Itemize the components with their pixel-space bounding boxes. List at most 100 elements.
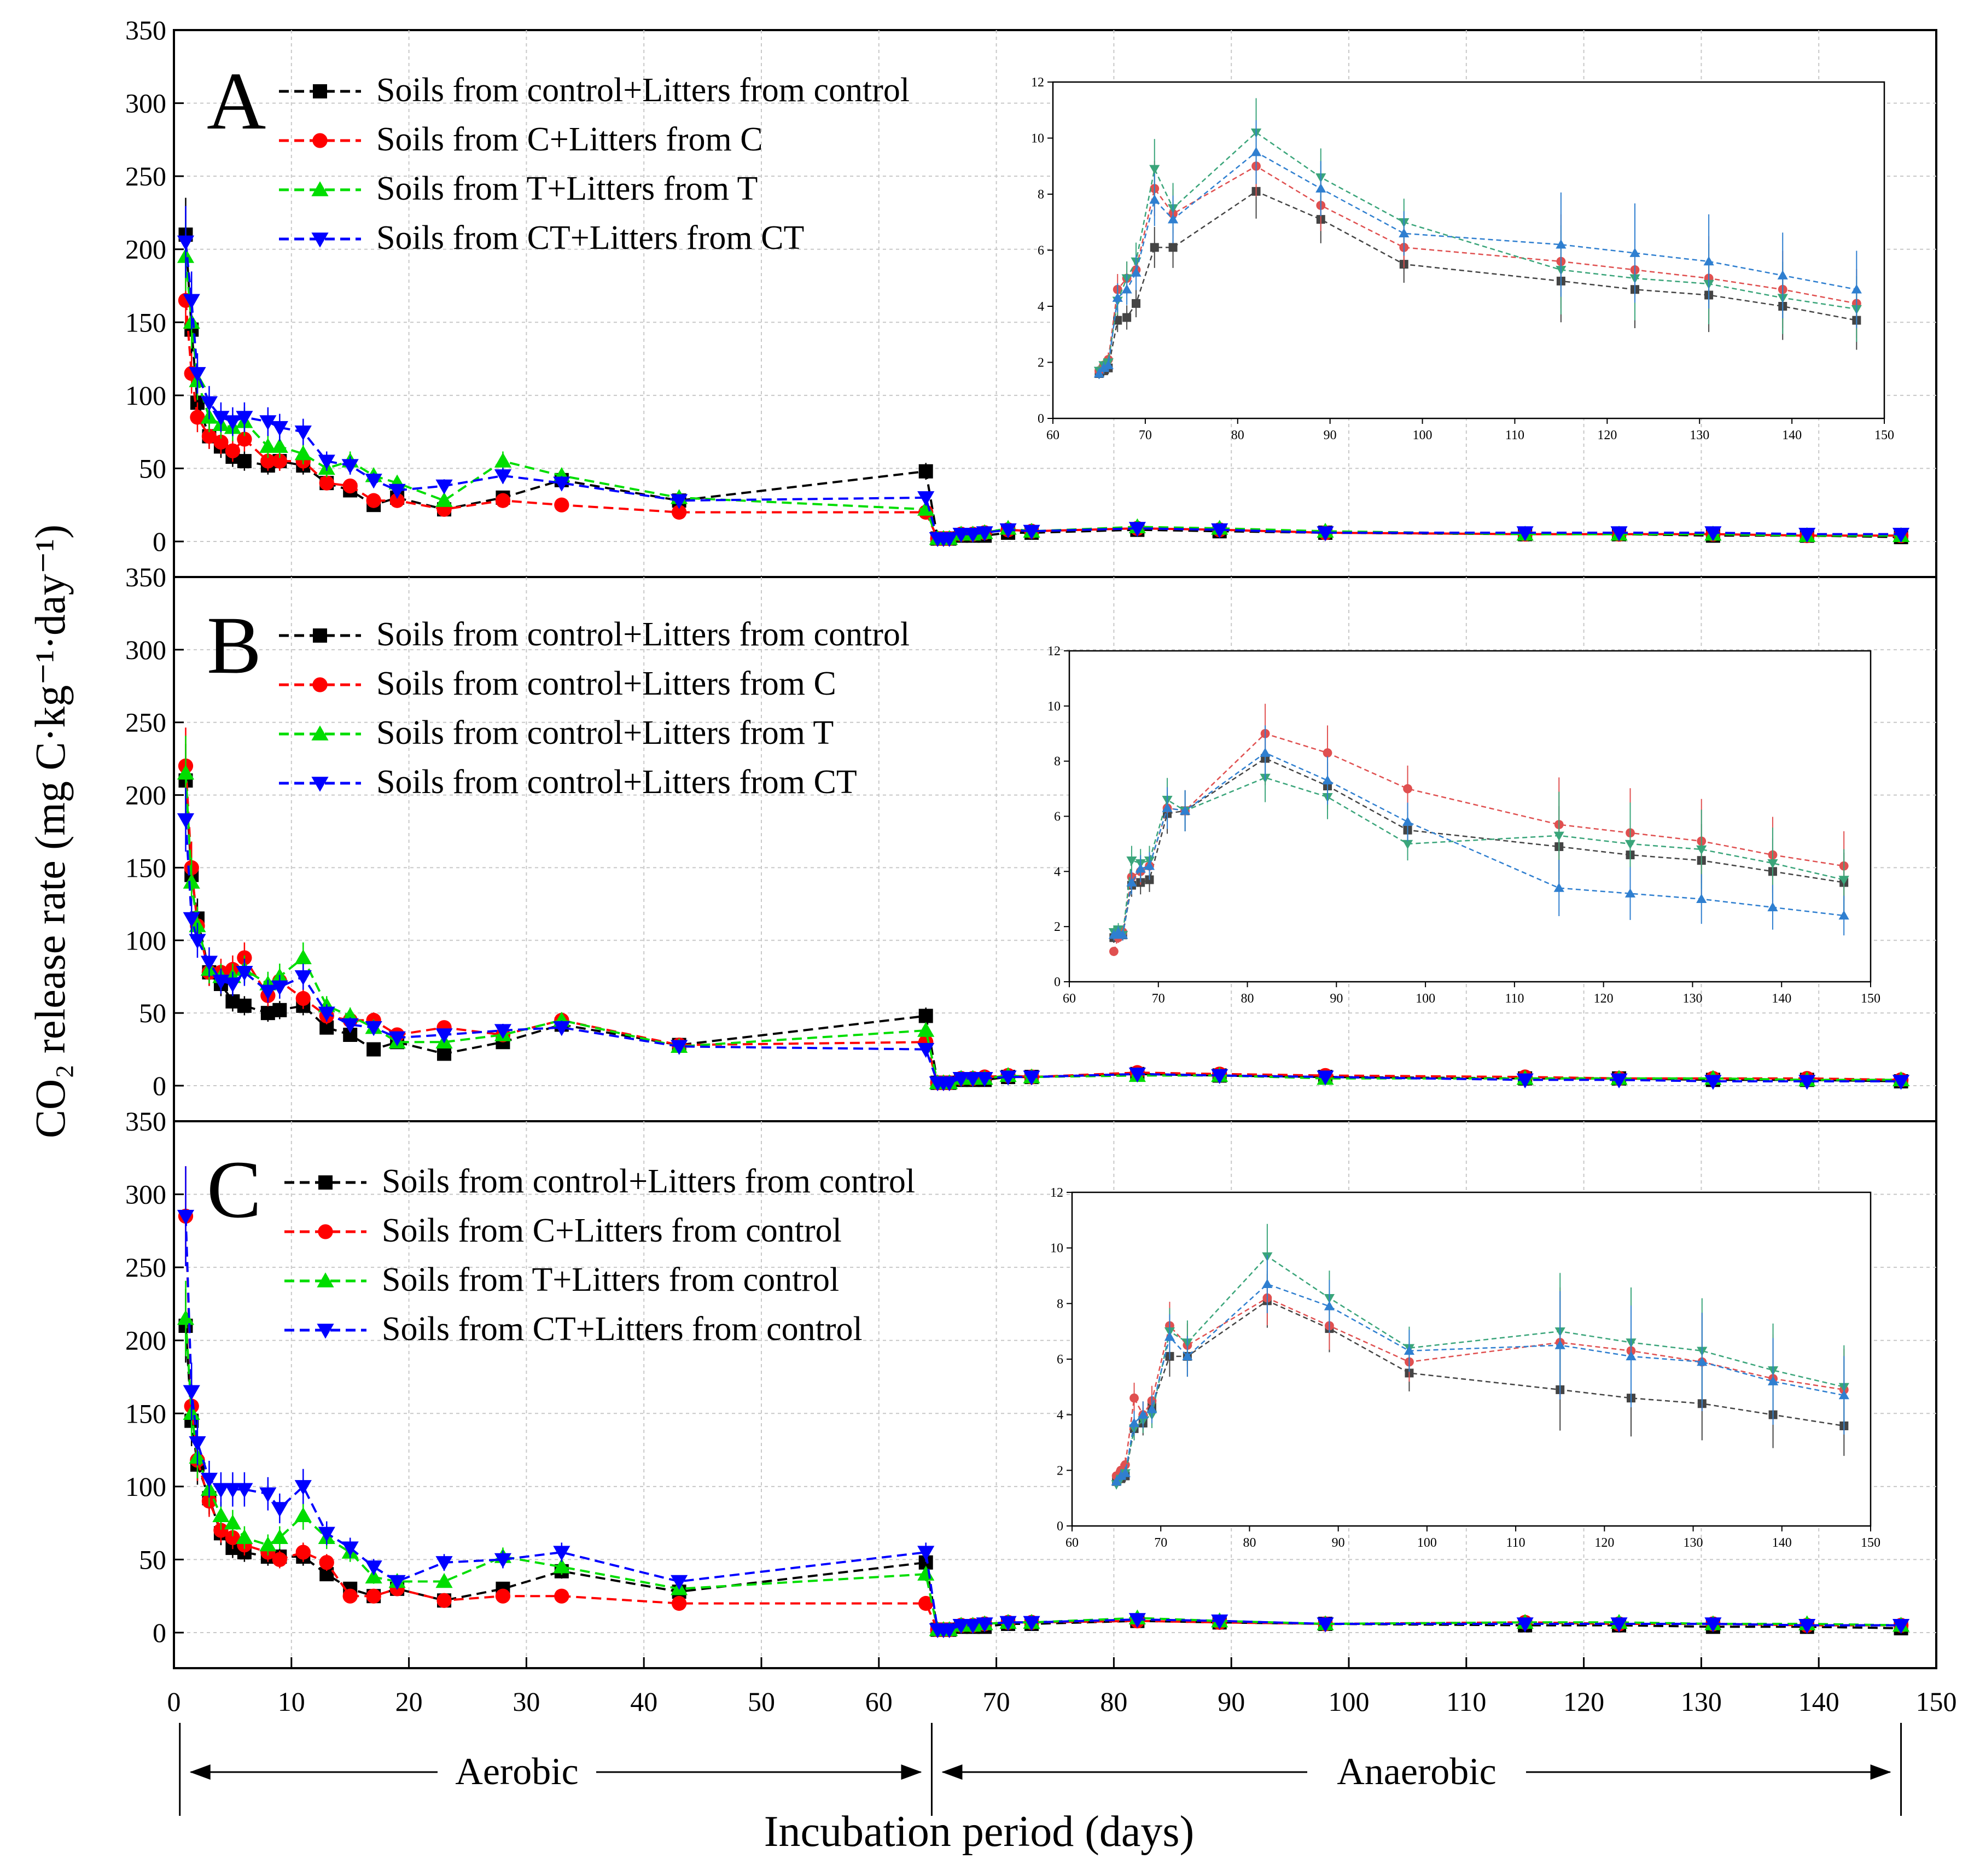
data-point xyxy=(294,970,312,986)
aerobic-label: Aerobic xyxy=(455,1751,578,1793)
data-point xyxy=(388,1575,406,1590)
data-point xyxy=(494,469,512,485)
data-point xyxy=(200,956,218,971)
inset-series-line-1 xyxy=(1098,165,1857,371)
inset-x-tick-label: 80 xyxy=(1243,1536,1256,1550)
legend-label: Soils from control+Litters from CT xyxy=(376,764,857,801)
x-tick-label: 130 xyxy=(1681,1686,1722,1717)
legend-marker xyxy=(318,1175,333,1190)
data-point xyxy=(1892,527,1910,543)
inset-series-line-3 xyxy=(1116,1283,1844,1482)
data-point xyxy=(941,1623,958,1639)
data-point xyxy=(1516,1617,1534,1633)
data-point xyxy=(1023,1070,1040,1086)
data-point xyxy=(1317,1617,1334,1633)
data-point xyxy=(1892,1618,1910,1634)
inset-series-line-3 xyxy=(1113,752,1844,936)
data-point xyxy=(1211,1069,1228,1084)
inset-data-point xyxy=(1703,256,1714,266)
data-point xyxy=(260,453,276,469)
inset-y-tick-label: 2 xyxy=(1057,1464,1063,1478)
y-tick-label: 200 xyxy=(125,234,166,265)
inset-data-point xyxy=(1126,856,1137,866)
data-point xyxy=(225,1530,241,1546)
y-tick-label: 350 xyxy=(125,15,166,45)
data-point xyxy=(295,991,311,1006)
inset-data-point xyxy=(1624,840,1636,849)
inset-data-point xyxy=(1180,805,1191,815)
inset-data-point xyxy=(1182,1351,1193,1361)
inset-x-tick-label: 70 xyxy=(1152,992,1165,1006)
data-point xyxy=(494,1024,512,1039)
y-tick-label: 100 xyxy=(125,925,166,956)
y-axis-label: CO₂ release rate (mg C·kg⁻¹·day⁻¹) xyxy=(26,525,74,1138)
data-point xyxy=(224,977,241,993)
inset-data-point xyxy=(1322,775,1333,785)
inset-data-point xyxy=(1403,784,1412,794)
y-tick-label: 0 xyxy=(153,526,166,557)
data-point xyxy=(366,1588,381,1604)
inset-data-point xyxy=(1098,363,1109,372)
inset-y-tick-label: 2 xyxy=(1038,356,1044,370)
inset-data-point xyxy=(1323,748,1332,758)
inset-data-point xyxy=(1767,859,1778,869)
inset-y-tick-label: 10 xyxy=(1031,132,1044,146)
data-point xyxy=(318,455,335,470)
inset-series-line-0 xyxy=(1098,190,1857,375)
y-tick-label: 50 xyxy=(139,998,166,1028)
inset-x-tick-label: 70 xyxy=(1154,1536,1167,1550)
data-point xyxy=(553,476,570,492)
y-tick-label: 100 xyxy=(125,380,166,411)
y-tick-label: 100 xyxy=(125,1471,166,1502)
data-point xyxy=(388,483,406,499)
legend: Soils from control+Litters from control S… xyxy=(279,72,910,257)
x-tick-label: 100 xyxy=(1329,1686,1370,1717)
x-tick-label: 50 xyxy=(748,1686,775,1717)
data-point xyxy=(272,1003,287,1017)
data-point xyxy=(341,1018,359,1033)
legend-label: Soils from control+Litters from control xyxy=(376,72,910,109)
data-point xyxy=(999,1616,1017,1631)
arrow-head xyxy=(1870,1764,1891,1780)
inset-data-point xyxy=(1146,1403,1157,1413)
data-point xyxy=(976,1617,993,1633)
inset-series-line-2 xyxy=(1113,777,1844,937)
data-point xyxy=(1610,1617,1628,1633)
data-point xyxy=(918,1009,933,1023)
data-point xyxy=(341,459,359,474)
data-point xyxy=(236,966,253,981)
inset-data-point xyxy=(1696,894,1707,903)
data-point xyxy=(294,1480,312,1495)
data-point xyxy=(1023,525,1040,540)
panel-letter-b: B xyxy=(207,600,261,691)
inset-data-point xyxy=(1697,1356,1708,1366)
legend-label: Soils from C+Litters from C xyxy=(376,121,763,158)
data-point xyxy=(272,453,287,469)
inset-data-point xyxy=(1851,284,1862,294)
data-point xyxy=(1516,1073,1534,1088)
data-point xyxy=(671,1595,687,1611)
legend-marker xyxy=(317,1324,334,1339)
inset-data-point xyxy=(1629,248,1640,257)
inset-x-tick-label: 140 xyxy=(1772,992,1791,1006)
inset-x-tick-label: 110 xyxy=(1505,992,1524,1006)
inset-series-line-3 xyxy=(1098,151,1857,374)
inset-data-point xyxy=(1115,1470,1126,1480)
inset-data-point xyxy=(1838,1390,1849,1400)
inset-data-point xyxy=(1132,299,1140,308)
inset-y-tick-label: 6 xyxy=(1054,810,1061,824)
data-point xyxy=(976,1072,993,1087)
inset-data-point xyxy=(1128,1418,1140,1428)
data-point xyxy=(917,1042,935,1058)
data-point xyxy=(1023,1616,1040,1631)
data-point xyxy=(224,415,241,430)
inset-data-point xyxy=(1111,1476,1122,1485)
data-point xyxy=(200,396,218,411)
inset-data-point xyxy=(1554,1339,1565,1349)
data-point xyxy=(388,1031,406,1046)
data-point xyxy=(917,491,935,506)
inset-x-tick-label: 80 xyxy=(1241,992,1254,1006)
x-tick-label: 110 xyxy=(1446,1686,1486,1717)
data-point xyxy=(918,1595,934,1611)
inset-y-tick-label: 2 xyxy=(1054,920,1061,934)
